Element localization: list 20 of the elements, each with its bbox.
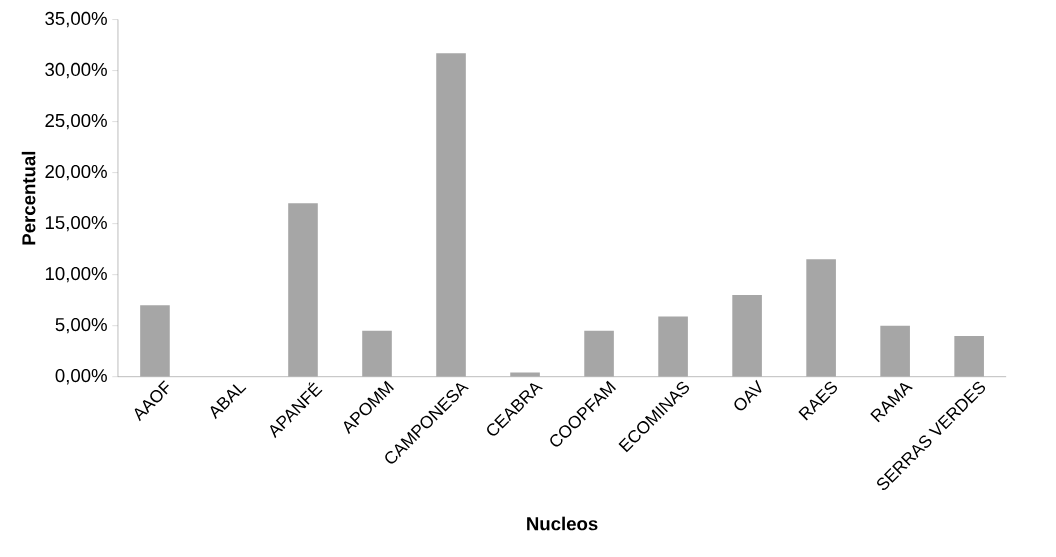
y-tick-label: 10,00% — [45, 266, 107, 283]
y-tick-label: 5,00% — [55, 317, 107, 334]
y-tick-label: 25,00% — [45, 113, 107, 130]
bar — [658, 316, 688, 377]
x-axis-title: Nucleos — [527, 516, 598, 531]
bar — [584, 330, 614, 377]
y-tick-label: 15,00% — [45, 215, 107, 232]
y-tick-label: 30,00% — [45, 62, 107, 79]
bar — [732, 295, 762, 377]
bar — [880, 325, 910, 377]
bar — [806, 259, 836, 377]
y-tick-label: 35,00% — [45, 11, 107, 28]
bar — [954, 335, 984, 377]
y-axis-title: Percentual — [21, 151, 36, 245]
bar — [288, 203, 318, 377]
bar — [140, 305, 170, 377]
y-tick-label: 20,00% — [45, 164, 107, 181]
y-tick-label: 0,00% — [55, 369, 107, 385]
bar — [436, 53, 466, 377]
bar — [362, 330, 392, 377]
